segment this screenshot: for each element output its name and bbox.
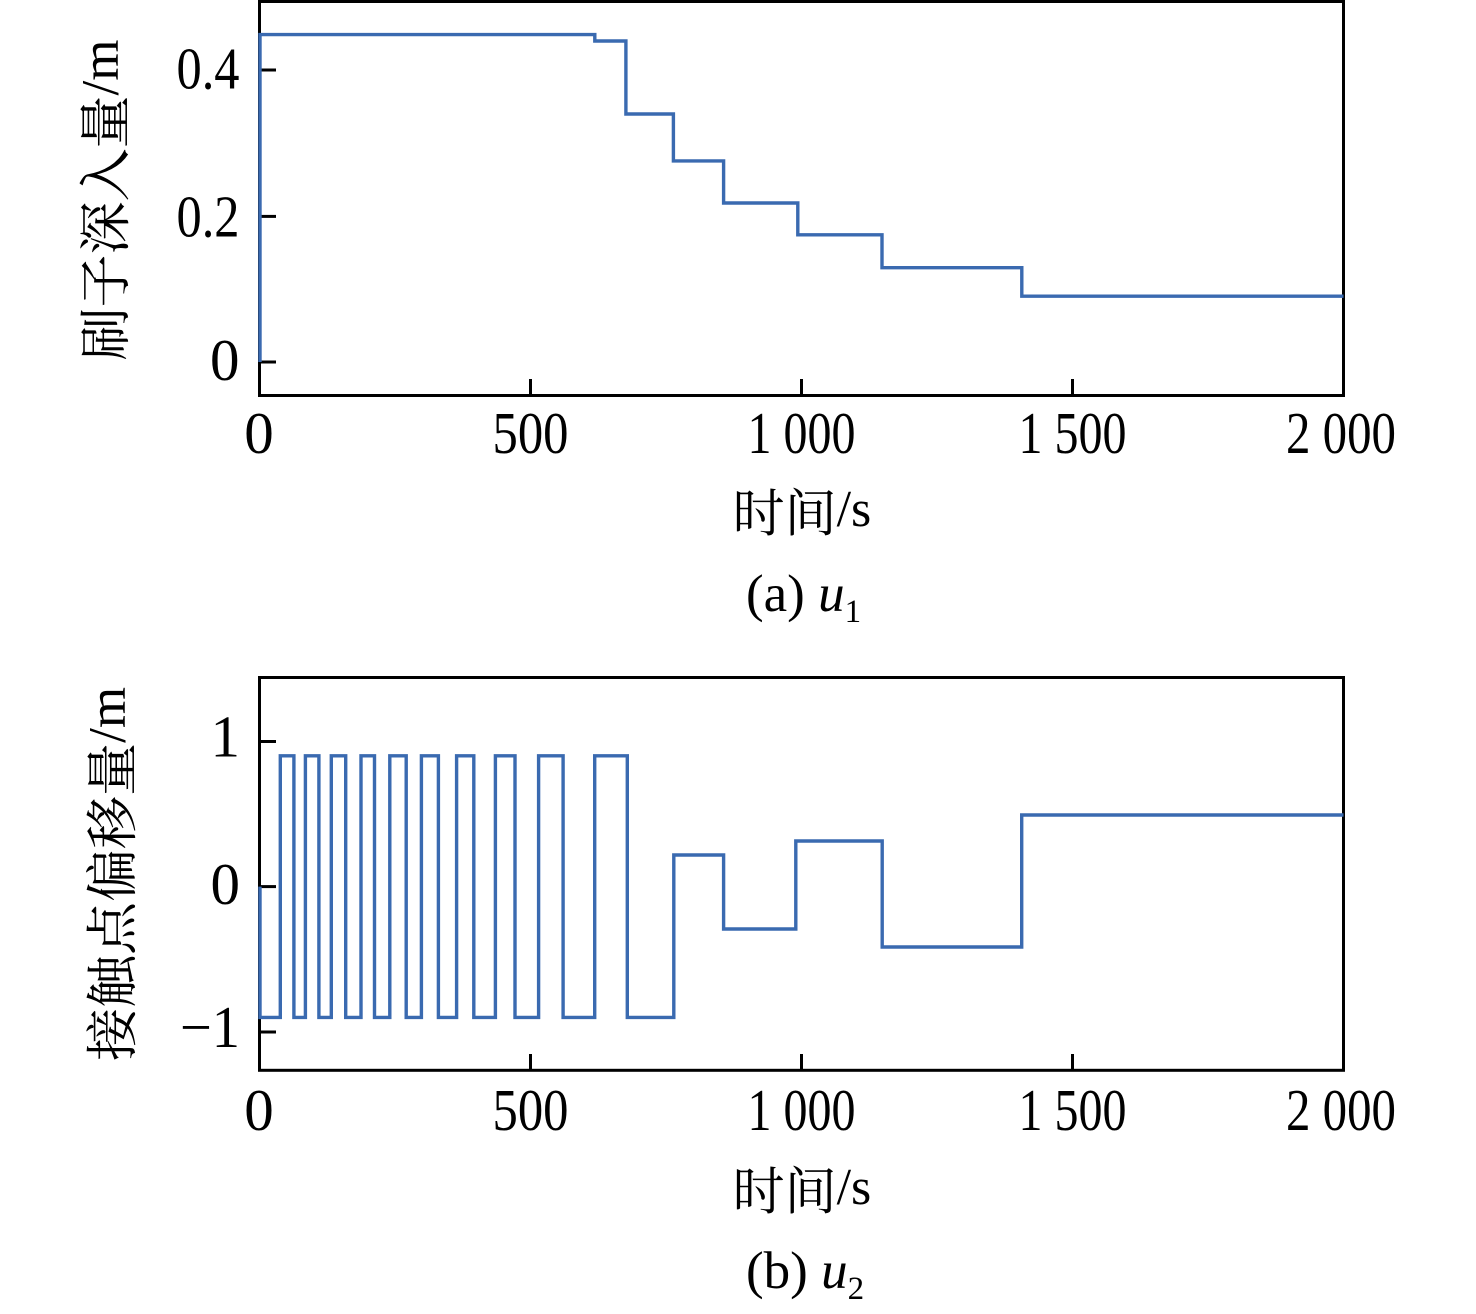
svg-text:−1: −1 [180, 994, 240, 1060]
svg-text:2 000: 2 000 [1286, 400, 1396, 466]
svg-text:500: 500 [493, 1077, 569, 1143]
svg-text:/s: /s [837, 481, 872, 538]
svg-text:2 000: 2 000 [1286, 1077, 1396, 1143]
svg-text:1 000: 1 000 [748, 400, 856, 466]
svg-text:500: 500 [493, 400, 569, 466]
svg-text:0: 0 [211, 851, 241, 917]
svg-text:1 500: 1 500 [1019, 1077, 1127, 1143]
svg-text:1 000: 1 000 [748, 1077, 856, 1143]
svg-text:(a) u1: (a) u1 [746, 565, 861, 630]
svg-text:(b) u2: (b) u2 [746, 1242, 864, 1307]
svg-text:1 500: 1 500 [1019, 400, 1127, 466]
svg-text:/m: /m [79, 687, 137, 743]
svg-text:0.2: 0.2 [177, 184, 240, 250]
svg-text:0: 0 [210, 327, 240, 393]
svg-text:0: 0 [244, 1077, 274, 1143]
svg-text:/m: /m [72, 40, 130, 96]
svg-text:0.4: 0.4 [177, 36, 240, 102]
svg-text:0: 0 [244, 400, 274, 466]
svg-text:/s: /s [837, 1159, 872, 1216]
svg-text:1: 1 [211, 704, 241, 770]
